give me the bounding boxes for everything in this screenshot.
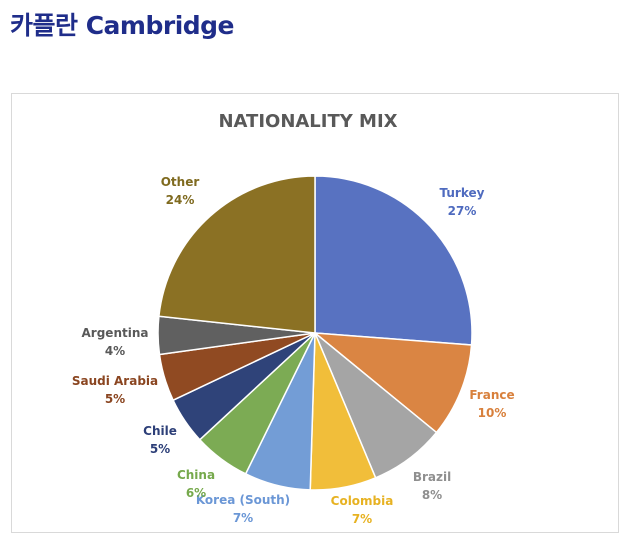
label-name-korea-south: Korea (South)	[196, 493, 290, 507]
label-value-argentina: 4%	[105, 344, 125, 358]
label-name-china: China	[177, 468, 215, 482]
pie-slices	[157, 175, 473, 491]
slice-turkey	[314, 175, 473, 346]
label-name-colombia: Colombia	[331, 494, 394, 508]
label-value-turkey: 27%	[448, 204, 477, 218]
label-name-saudi-arabia: Saudi Arabia	[72, 374, 158, 388]
label-value-korea-south: 7%	[233, 511, 253, 525]
label-name-chile: Chile	[143, 424, 177, 438]
page-title: 카플란 Cambridge	[10, 11, 235, 40]
label-value-colombia: 7%	[352, 512, 372, 526]
label-name-france: France	[469, 388, 514, 402]
label-name-brazil: Brazil	[413, 470, 451, 484]
label-value-brazil: 8%	[422, 488, 442, 502]
slice-other	[158, 175, 316, 334]
pie-labels: Turkey 27% France 10% Brazil 8% Colombia 7% Kore…	[72, 175, 515, 526]
label-value-chile: 5%	[150, 442, 170, 456]
label-value-saudi-arabia: 5%	[105, 392, 125, 406]
label-name-argentina: Argentina	[82, 326, 149, 340]
pie-chart: NATIONALITY MIX Turkey 27% France 10% Brazil…	[72, 111, 515, 526]
label-value-china: 6%	[186, 486, 206, 500]
label-name-other: Other	[161, 175, 200, 189]
chart-area: NATIONALITY MIX Turkey 27% France 10% Brazil…	[11, 93, 619, 533]
label-name-turkey: Turkey	[440, 186, 485, 200]
slice-france	[312, 332, 473, 434]
chart-title: NATIONALITY MIX	[218, 111, 397, 132]
label-value-other: 24%	[166, 193, 195, 207]
label-value-france: 10%	[478, 406, 507, 420]
